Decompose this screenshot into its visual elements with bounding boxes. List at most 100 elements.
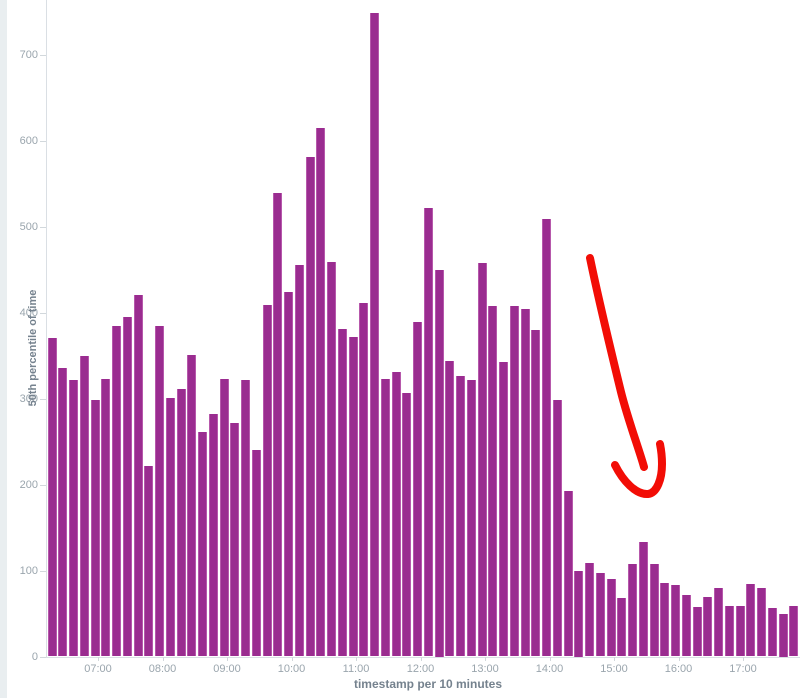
x-axis-line — [46, 657, 800, 658]
bar[interactable] — [370, 13, 379, 657]
bar[interactable] — [327, 261, 336, 657]
bar[interactable] — [251, 450, 261, 657]
x-tick-mark — [227, 657, 228, 661]
bar[interactable] — [47, 338, 57, 657]
bar[interactable] — [563, 490, 573, 657]
bar[interactable] — [434, 269, 444, 657]
x-tick-label: 09:00 — [213, 663, 241, 675]
bar[interactable] — [488, 305, 498, 657]
bar[interactable] — [230, 423, 240, 657]
y-axis-title: 50th percentile of time — [27, 289, 39, 407]
x-tick-mark — [485, 657, 486, 661]
bar[interactable] — [531, 329, 541, 657]
bar[interactable] — [542, 218, 551, 657]
y-tick-label: 100 — [19, 564, 38, 577]
bar[interactable] — [660, 583, 670, 657]
bar[interactable] — [778, 613, 788, 657]
bar[interactable] — [649, 564, 659, 657]
bar[interactable] — [767, 608, 777, 657]
x-tick-mark — [356, 657, 357, 661]
bar[interactable] — [606, 579, 616, 657]
bar[interactable] — [133, 295, 143, 657]
bar[interactable] — [638, 542, 648, 657]
x-axis-title: timestamp per 10 minutes — [353, 677, 503, 691]
bar[interactable] — [262, 304, 272, 657]
bar[interactable] — [520, 309, 530, 657]
bar[interactable] — [79, 356, 89, 657]
arrow-head-hook — [611, 440, 667, 498]
x-tick-label: 14:00 — [535, 663, 564, 675]
bar[interactable] — [90, 400, 100, 657]
arrow-shaft — [586, 254, 648, 471]
bar[interactable] — [402, 393, 412, 657]
bar[interactable] — [391, 371, 401, 657]
bar[interactable] — [359, 303, 369, 657]
bar[interactable] — [305, 156, 315, 657]
bar[interactable] — [208, 413, 218, 657]
y-tick-mark — [40, 484, 46, 486]
bar[interactable] — [477, 263, 487, 657]
bar[interactable] — [348, 336, 358, 657]
x-tick-label: 17:00 — [729, 663, 757, 675]
bar[interactable] — [445, 360, 455, 657]
y-axis-line — [46, 0, 47, 657]
bar[interactable] — [284, 291, 293, 657]
bar[interactable] — [423, 207, 433, 657]
bar[interactable] — [585, 562, 594, 657]
bar[interactable] — [757, 587, 766, 657]
bar[interactable] — [112, 326, 121, 657]
bar[interactable] — [595, 573, 605, 657]
bar[interactable] — [703, 597, 713, 657]
x-tick-label: 10:00 — [277, 663, 306, 675]
bar[interactable] — [628, 564, 637, 657]
bar[interactable] — [574, 570, 584, 657]
bar[interactable] — [692, 607, 702, 657]
x-tick-mark — [291, 657, 293, 661]
bar[interactable] — [187, 354, 197, 657]
x-tick-mark — [678, 657, 680, 661]
bar[interactable] — [69, 380, 78, 657]
bar[interactable] — [456, 376, 465, 657]
bar[interactable] — [337, 328, 347, 657]
x-tick-label: 12:00 — [406, 663, 435, 675]
bar[interactable] — [413, 321, 422, 657]
y-tick-mark — [40, 570, 46, 572]
bar[interactable] — [724, 605, 734, 657]
bar[interactable] — [101, 378, 111, 657]
bar[interactable] — [316, 128, 326, 657]
bar[interactable] — [273, 192, 283, 657]
bar[interactable] — [789, 605, 799, 657]
bar[interactable] — [58, 367, 68, 657]
y-tick-label: 300 — [19, 392, 38, 405]
bar[interactable] — [714, 587, 723, 657]
bar[interactable] — [617, 598, 627, 657]
y-tick-mark — [40, 398, 46, 400]
bar[interactable] — [165, 397, 175, 657]
bar[interactable] — [466, 379, 476, 657]
bar[interactable] — [671, 585, 680, 657]
y-tick-mark — [40, 140, 46, 142]
y-tick-label: 500 — [19, 220, 38, 233]
y-tick-mark — [40, 54, 46, 56]
x-tick-mark — [162, 657, 164, 661]
bar[interactable] — [219, 378, 229, 657]
bar[interactable] — [241, 379, 250, 657]
bar[interactable] — [176, 389, 186, 657]
bar[interactable] — [681, 594, 691, 657]
bar[interactable] — [144, 465, 154, 657]
bar[interactable] — [380, 378, 390, 657]
bar[interactable] — [198, 432, 207, 657]
bar[interactable] — [509, 306, 519, 657]
y-tick-mark — [40, 226, 46, 228]
bar[interactable] — [155, 326, 164, 657]
bar[interactable] — [735, 605, 745, 657]
bar[interactable] — [499, 361, 508, 657]
x-tick-mark — [420, 657, 422, 661]
x-tick-label: 13:00 — [471, 663, 499, 675]
bar[interactable] — [122, 316, 132, 657]
bar[interactable] — [552, 400, 562, 657]
bar[interactable] — [294, 265, 304, 657]
x-tick-label: 11:00 — [342, 663, 370, 675]
bar[interactable] — [746, 584, 756, 657]
